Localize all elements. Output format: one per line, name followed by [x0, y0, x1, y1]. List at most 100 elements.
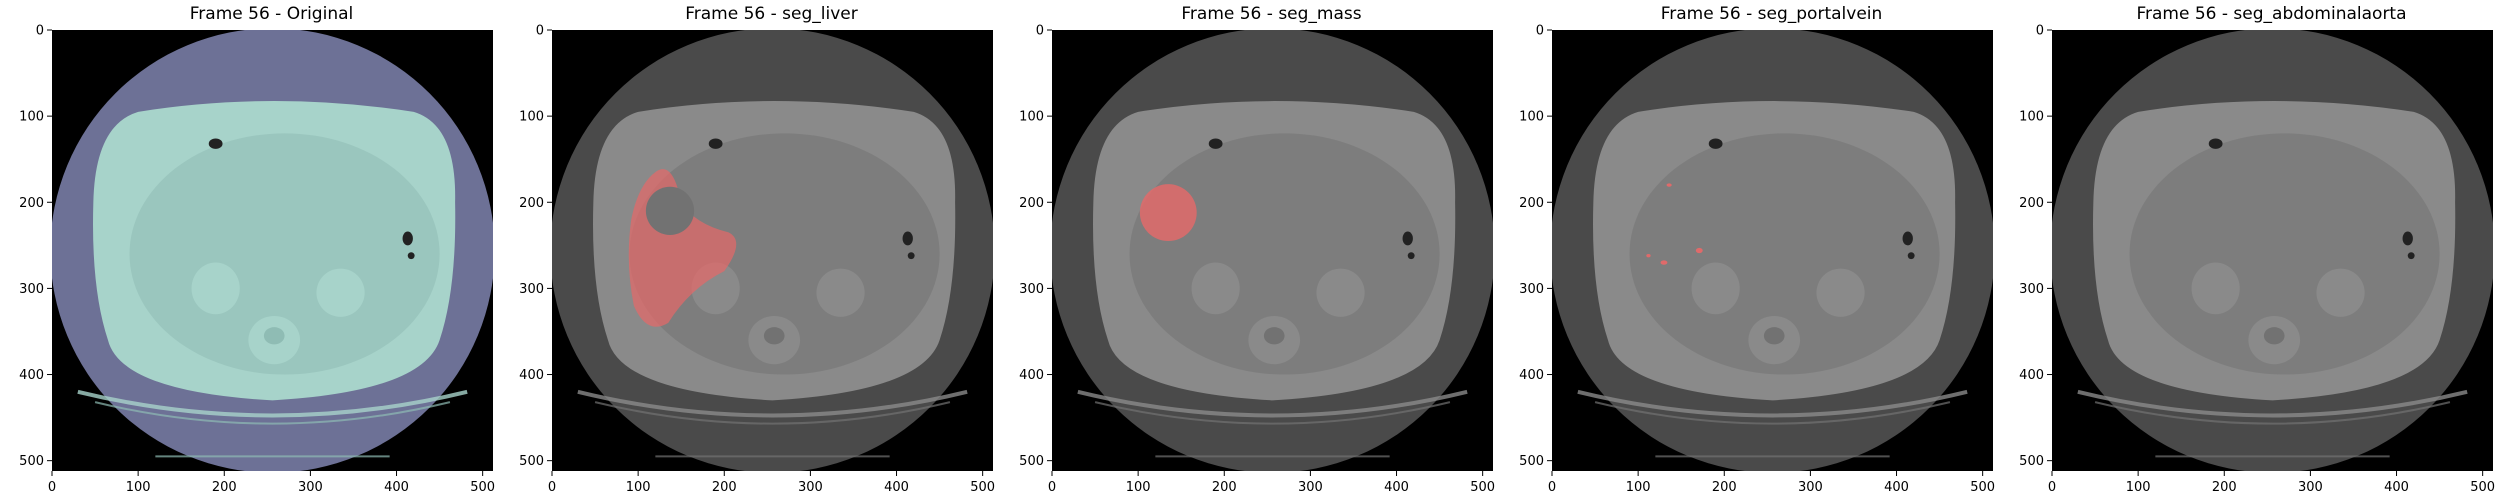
table-line	[2094, 401, 2451, 425]
portalvein-segmentation	[1646, 253, 1651, 258]
panel-title: Frame 56 - seg_mass	[1181, 4, 1362, 24]
table-line	[1594, 401, 1951, 425]
y-tick-label: 300	[1019, 282, 1044, 297]
image-content	[552, 30, 993, 471]
x-tick-label: 0	[548, 480, 556, 495]
y-tick-label: 400	[519, 368, 544, 383]
x-tick-label: 0	[48, 480, 56, 495]
spinal-canal	[1263, 327, 1285, 345]
gas-pocket	[1407, 252, 1415, 260]
x-tick-label: 500	[2470, 480, 2495, 495]
y-tick-label: 500	[1019, 454, 1044, 469]
x-tick-label: 100	[626, 480, 651, 495]
y-tick-label: 400	[2019, 368, 2044, 383]
y-tick-label: 200	[1519, 196, 1544, 211]
y-tick-label: 300	[519, 282, 544, 297]
abdominal-organs	[129, 133, 440, 375]
table-line	[2077, 389, 2468, 418]
x-tick-label: 100	[126, 480, 151, 495]
image-content	[1052, 30, 1493, 471]
gas-pocket	[2407, 252, 2415, 260]
x-tick-label: 300	[2298, 480, 2323, 495]
table-line	[94, 401, 451, 425]
kidney-left	[2316, 268, 2365, 317]
x-tick-label: 500	[470, 480, 495, 495]
panel-original: Frame 56 - Original 0 100 200 300 400 500 0 100…	[0, 0, 500, 500]
y-tick-label: 0	[1536, 24, 1544, 39]
x-tick-label: 400	[884, 480, 909, 495]
x-tick-label: 300	[798, 480, 823, 495]
portalvein-segmentation	[1666, 183, 1672, 187]
x-tick-label: 500	[970, 480, 995, 495]
x-tick-label: 400	[2384, 480, 2409, 495]
gas-pocket	[1208, 138, 1223, 149]
y-tick-label: 0	[2036, 24, 2044, 39]
panel-title: Frame 56 - Original	[189, 4, 354, 24]
x-tick-label: 200	[212, 480, 237, 495]
gas-pocket	[1402, 231, 1413, 246]
panel-title: Frame 56 - seg_abdominalaorta	[2136, 4, 2407, 24]
y-tick-label: 0	[1036, 24, 1044, 39]
gas-pocket	[902, 231, 913, 246]
x-tick-label: 200	[2212, 480, 2237, 495]
y-tick-label: 500	[19, 454, 44, 469]
ct-image-panel: 0 100 200 300 400 500 0 100 200 300 400 500	[519, 24, 995, 496]
y-tick-label: 400	[19, 368, 44, 383]
gas-pocket	[1907, 252, 1915, 260]
panel-title: Frame 56 - seg_liver	[685, 4, 858, 24]
x-tick-label: 100	[1626, 480, 1651, 495]
table-line	[77, 389, 468, 418]
ct-image-panel: 0 100 200 300 400 500 0 100 200 300 400 500	[19, 24, 495, 496]
mass-segmentation	[1139, 184, 1197, 242]
spinal-canal	[263, 327, 285, 345]
y-tick-label: 100	[519, 110, 544, 125]
table-line	[1094, 401, 1451, 425]
panel-seg-liver: Frame 56 - seg_liver 0 100 200 300 400 500 0 10…	[500, 0, 1000, 500]
gas-pocket	[708, 138, 723, 149]
kidney-right	[2191, 262, 2240, 315]
gas-pocket	[2402, 231, 2413, 246]
x-tick-label: 300	[1298, 480, 1323, 495]
abdominal-organs	[629, 133, 940, 375]
kidney-left	[1316, 268, 1365, 317]
kidney-right	[1191, 262, 1240, 315]
y-tick-label: 0	[36, 24, 44, 39]
table-line	[577, 389, 968, 418]
y-tick-label: 200	[1019, 196, 1044, 211]
x-tick-label: 500	[1470, 480, 1495, 495]
x-tick-label: 500	[1970, 480, 1995, 495]
kidney-right	[1691, 262, 1740, 315]
spinal-canal	[1763, 327, 1785, 345]
spinal-canal	[763, 327, 785, 345]
x-tick-label: 100	[1126, 480, 1151, 495]
panel-title: Frame 56 - seg_portalvein	[1660, 4, 1883, 24]
portalvein-segmentation	[1660, 260, 1668, 265]
portalvein-segmentation	[1695, 247, 1703, 254]
table-line	[594, 401, 951, 425]
y-tick-label: 200	[19, 196, 44, 211]
kidney-left	[1816, 268, 1865, 317]
panel-seg-mass: Frame 56 - seg_mass 0 100 200 300 400 500 0 100…	[1000, 0, 1500, 500]
x-tick-label: 0	[2048, 480, 2056, 495]
x-tick-label: 0	[1548, 480, 1556, 495]
image-content	[1552, 30, 1993, 471]
y-tick-label: 300	[2019, 282, 2044, 297]
panel-seg-portalvein: Frame 56 - seg_portalvein 0 100 200 300 400 5…	[1500, 0, 2000, 500]
x-tick-label: 400	[384, 480, 409, 495]
y-tick-label: 100	[1019, 110, 1044, 125]
abdominal-organs	[2129, 133, 2440, 375]
y-tick-label: 300	[19, 282, 44, 297]
x-tick-label: 300	[1798, 480, 1823, 495]
x-tick-label: 100	[2126, 480, 2151, 495]
liver-mass-hole	[645, 186, 695, 235]
kidney-left	[816, 268, 865, 317]
gas-pocket	[907, 252, 915, 260]
y-tick-label: 200	[2019, 196, 2044, 211]
x-tick-label: 300	[298, 480, 323, 495]
x-tick-label: 200	[712, 480, 737, 495]
x-tick-label: 200	[1712, 480, 1737, 495]
abdominal-organs	[1629, 133, 1940, 375]
abdominal-organs	[1129, 133, 1440, 375]
y-tick-label: 0	[536, 24, 544, 39]
